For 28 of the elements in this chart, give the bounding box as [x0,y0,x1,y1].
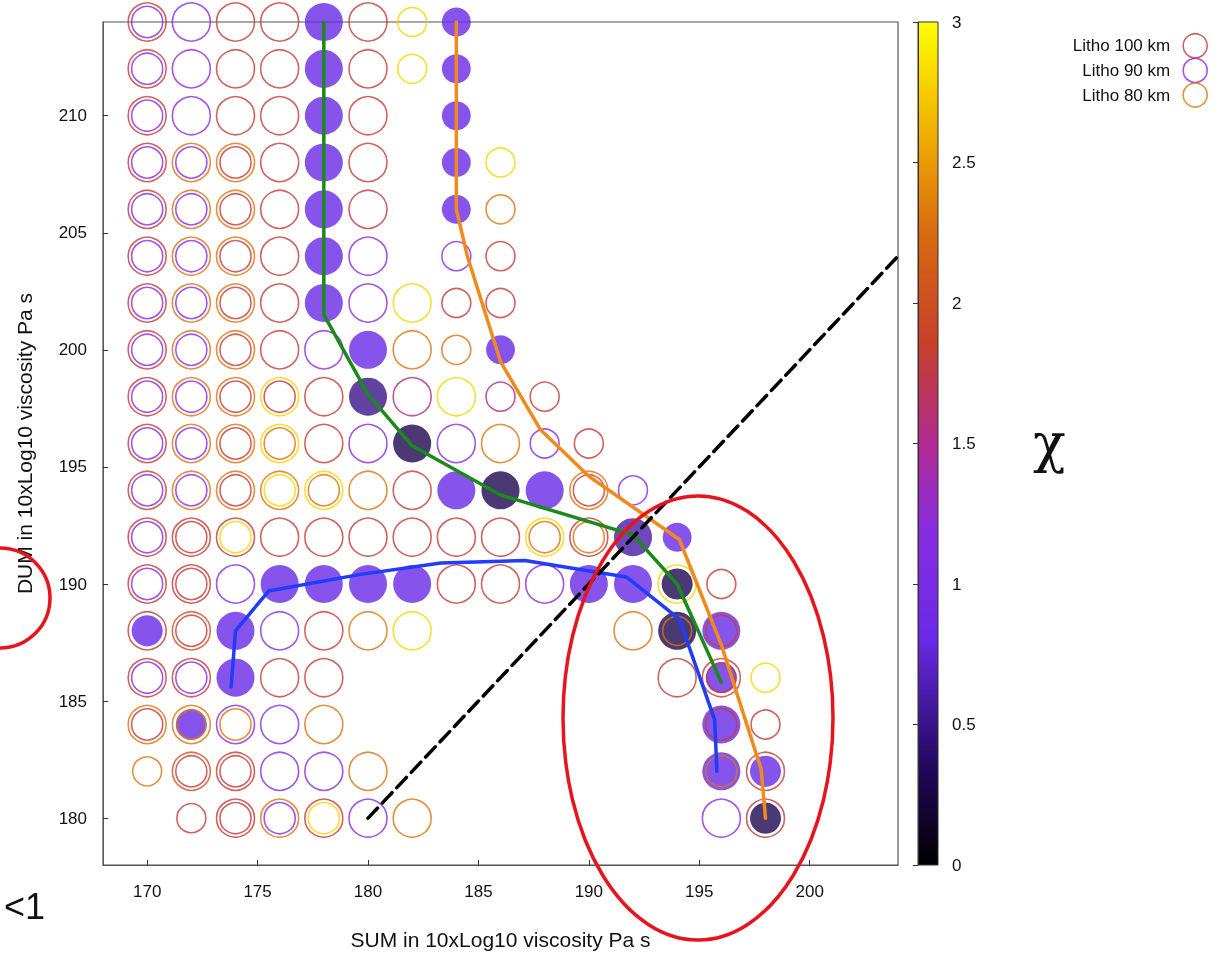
x-tick-label: 195 [685,882,714,901]
y-tick-label: 185 [58,691,87,711]
x-tick-label: 185 [464,882,493,901]
x-axis-title: SUM in 10xLog10 viscosity Pa s [350,928,651,951]
legend-label: Litho 100 km [1072,36,1171,56]
color-bar-label: 0.5 [952,715,976,734]
legend-label: Litho 80 km [1082,85,1171,105]
y-tick-label: 210 [58,106,87,126]
y-axis-title: DUM in 10xLog10 viscosity Pa s [13,292,36,595]
color-bar-label: 1 [952,574,962,594]
y-tick-label: 205 [58,223,87,243]
y-tick-label: 190 [58,574,87,594]
color-bar-label: 2 [952,293,962,313]
x-tick-label: 180 [353,882,383,901]
color-bar-label: 0 [952,855,962,875]
x-tick-label: 190 [574,882,604,901]
color-bar-label: 3 [952,12,962,32]
legend-label: Litho 90 km [1082,60,1171,80]
color-bar-label: 2.5 [952,153,976,172]
y-tick-label: 200 [58,340,87,360]
color-bar-label: 1.5 [952,434,976,453]
x-tick-label: 175 [243,882,272,901]
color-bar-title: χ [1033,412,1066,475]
text: <1 [4,885,46,927]
x-tick-label: 170 [132,882,162,901]
y-tick-label: 180 [58,808,87,828]
y-tick-label: 195 [58,457,87,477]
x-tick-label: 200 [795,882,824,901]
